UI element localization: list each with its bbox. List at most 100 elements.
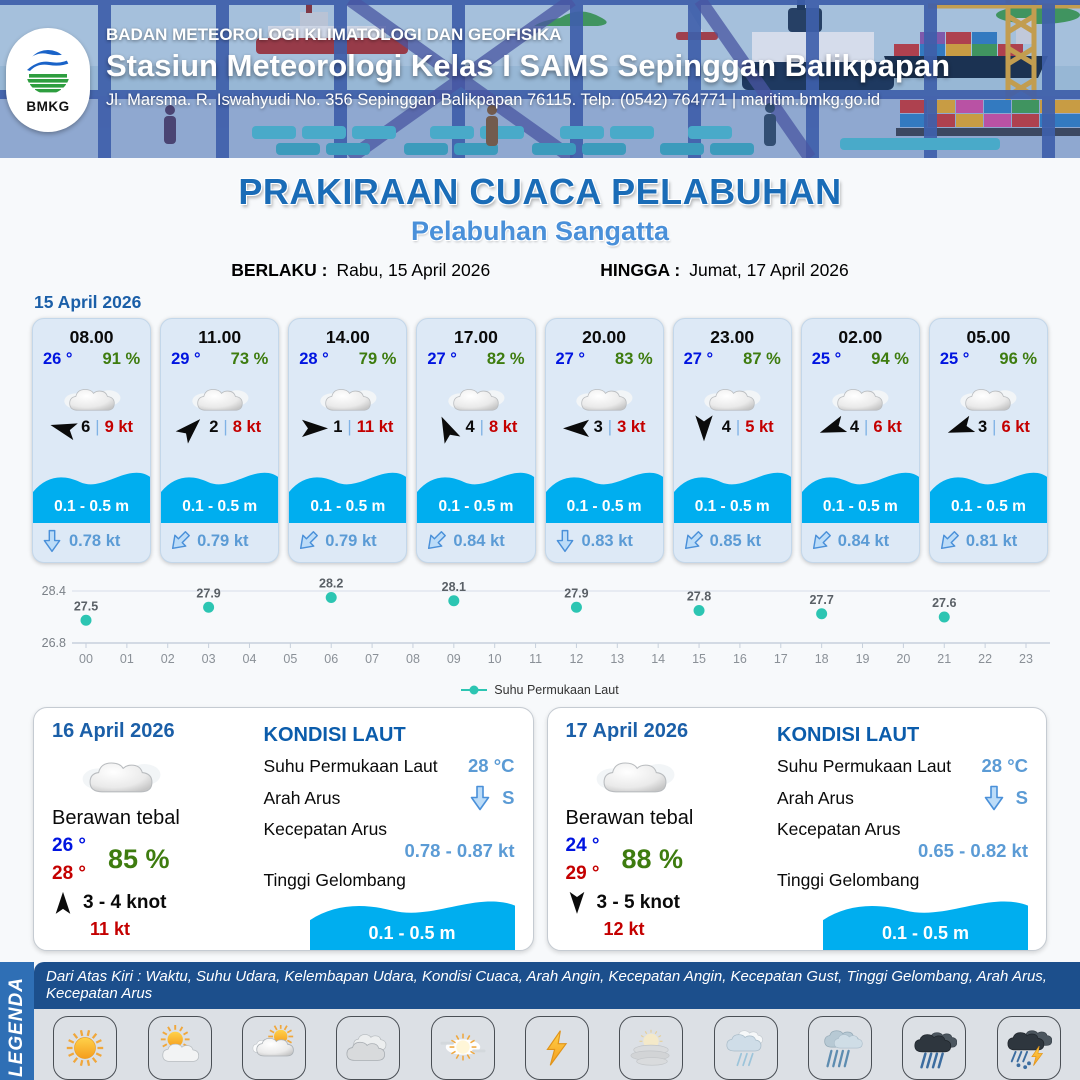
wind-speed: 3 kt: [617, 418, 646, 437]
wave-label: Tinggi Gelombang: [777, 870, 920, 890]
svg-text:03: 03: [202, 652, 216, 666]
hourly-card: 05.00 25 ° 96 % 3 | 6 kt 0.1 - 0.5 m 0.81 kt: [928, 318, 1048, 563]
hujan-sedang-icon: [824, 1030, 863, 1068]
page-title: PRAKIRAAN CUACA PELABUHAN: [238, 171, 842, 212]
berawan-tebal-icon: [346, 1034, 387, 1061]
bmkg-globe-icon: [26, 49, 70, 94]
day-wind-row: 3 - 4 knot: [52, 892, 256, 915]
svg-text:02: 02: [161, 652, 175, 666]
sea-conditions-title: KONDISI LAUT: [777, 724, 920, 746]
svg-text:16: 16: [733, 652, 747, 666]
current-row: 0.79 kt: [161, 523, 278, 562]
svg-text:27.9: 27.9: [196, 586, 220, 600]
day-wave-value: 0.1 - 0.5 m: [368, 923, 456, 943]
hour-label: 11.00: [198, 327, 242, 347]
svg-text:11: 11: [529, 652, 542, 666]
chart-legend: Suhu Permukaan Laut: [0, 683, 1080, 697]
current-dir-label: Arah Arus: [263, 787, 341, 808]
legend-item: Berawan Tebal: [322, 1016, 414, 1080]
legend-icon-berawan: [241, 1016, 306, 1080]
agency-name: BADAN METEOROLOGI KLIMATOLOGI DAN GEOFIS…: [106, 25, 562, 44]
weather-condition-icon: [161, 378, 278, 416]
cloud-icon: [832, 389, 889, 411]
wind-row: 1 | 11 kt: [289, 418, 406, 437]
wave-height-band: 0.1 - 0.5 m: [545, 466, 663, 523]
legend-item: Hujan Sedang: [794, 1016, 886, 1080]
wind-direction-icon: [175, 412, 207, 444]
wave-height: 0.1 - 0.5 m: [566, 498, 642, 515]
cloud-icon: [704, 389, 761, 411]
hourly-card: 11.00 29 ° 73 % 2 | 8 kt 0.1 - 0.5 m 0.79 kt: [160, 318, 280, 563]
hourly-card: 17.00 27 ° 82 % 4 | 8 kt 0.1 - 0.5 m 0.84 kt: [416, 318, 536, 563]
current-speed-value: 0.65 - 0.82 kt: [917, 840, 1028, 861]
current-row: 0.85 kt: [674, 523, 791, 562]
current-speed: 0.79 kt: [325, 531, 377, 550]
current-direction-icon: [984, 785, 1004, 811]
wind-value: 3: [593, 418, 603, 437]
air-temperature: 25 °: [811, 350, 842, 368]
wave-height: 0.1 - 0.5 m: [182, 498, 258, 515]
current-row: 0.84 kt: [802, 523, 919, 562]
weather-condition-icon: [674, 378, 791, 416]
sst-value: 28 °C: [981, 755, 1028, 776]
svg-text:27.6: 27.6: [932, 596, 956, 610]
sst-value: 28 °C: [468, 755, 515, 776]
port-illustration: [0, 0, 1080, 158]
sst-chart: 28.4 26.8 00 01 02 03 04 05 06 07 08 09 10 11 12 13 14 15…: [30, 575, 1050, 682]
current-row: 0.79 kt: [289, 523, 406, 562]
wind-value: 2: [209, 418, 219, 437]
port-name: Pelabuhan Sangatta: [410, 216, 670, 246]
chairs: [252, 126, 1000, 155]
svg-text:22: 22: [978, 652, 992, 666]
air-temperature: 29 °: [171, 350, 201, 368]
legend-icon-berawan-tebal: [336, 1016, 401, 1080]
legend-icon-hujan-ringan: [713, 1016, 778, 1080]
legend-bar: LEGENDA: [0, 962, 34, 1080]
bmkg-logo-label: BMKG: [26, 98, 70, 114]
wind-value: 1: [333, 418, 343, 437]
wind-value: 4: [465, 418, 475, 437]
separator: |: [479, 418, 484, 437]
svg-text:28.4: 28.4: [42, 584, 66, 598]
day-wave-box: 0.1 - 0.5 m: [309, 895, 515, 950]
current-direction-icon: [556, 529, 574, 553]
wind-direction-icon: [302, 419, 329, 438]
weather-condition-icon: [546, 378, 663, 416]
current-speed: 0.79 kt: [197, 531, 249, 550]
cloud-icon: [320, 389, 377, 411]
wind-value: 3: [977, 418, 988, 437]
current-direction-icon: [470, 785, 490, 811]
cloud-icon: [448, 389, 505, 411]
current-speed: 0.78 kt: [69, 531, 121, 550]
wind-direction-icon: [694, 414, 713, 441]
air-temperature: 25 °: [939, 350, 970, 368]
hujan-lebat-icon: [914, 1032, 958, 1069]
day-wind-row: 3 - 5 knot: [566, 892, 770, 915]
day-wind-range: 3 - 5 knot: [596, 892, 680, 914]
current-speed: 0.84 kt: [453, 531, 505, 550]
wind-row: 2 | 8 kt: [161, 418, 278, 444]
day-humidity: 88 %: [621, 844, 684, 875]
hour-label: 05.00: [966, 327, 1011, 347]
wind-speed: 5 kt: [745, 418, 774, 437]
svg-text:27.5: 27.5: [74, 599, 98, 613]
legend-icon-udara-kabur: [430, 1016, 495, 1080]
wave-height: 0.1 - 0.5 m: [822, 498, 898, 515]
valid-from: BERLAKU : Rabu, 15 April 2026: [231, 260, 491, 280]
svg-text:05: 05: [283, 652, 297, 666]
legend-icon-petir: [524, 1016, 589, 1080]
svg-text:28.2: 28.2: [319, 577, 343, 591]
svg-text:14: 14: [651, 652, 665, 666]
cloud-icon: [82, 762, 161, 793]
svg-text:01: 01: [120, 652, 134, 666]
sst-label: Suhu Permukaan Laut: [777, 755, 952, 776]
valid-until: HINGGA : Jumat, 17 April 2026: [600, 260, 849, 280]
humidity: 94 %: [871, 350, 909, 368]
wind-value: 4: [849, 418, 860, 437]
weather-condition-icon: [289, 378, 406, 416]
station-name: Stasiun Meteorologi Kelas I SAMS Sepingg…: [106, 48, 951, 83]
temp-max: 29 °: [565, 862, 600, 884]
temp-min: 24 °: [565, 835, 600, 857]
legend-icon-cerah: [53, 1016, 118, 1080]
legend-item: Petir: [511, 1016, 603, 1080]
